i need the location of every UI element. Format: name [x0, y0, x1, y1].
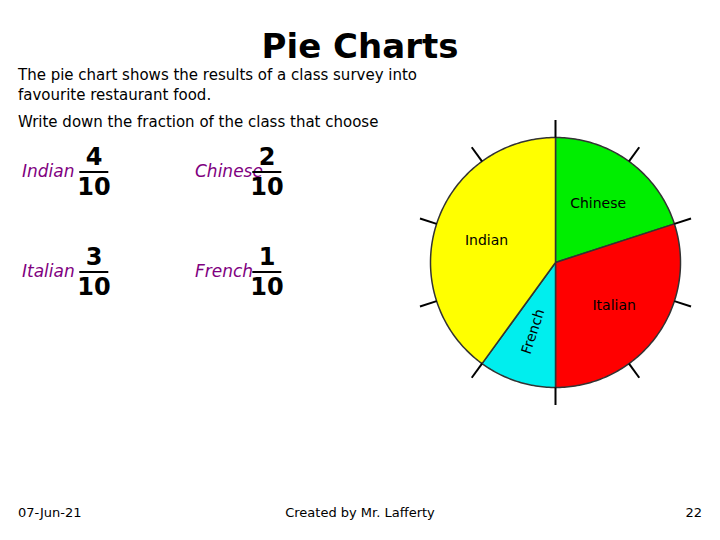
svg-text:French: French	[518, 307, 548, 356]
html-text:Chinese: Chinese	[195, 161, 263, 181]
html-text:French 1: French 1	[195, 243, 276, 281]
html-text:2: 2	[258, 143, 276, 171]
svg-text:Indian: Indian	[465, 232, 508, 248]
html-text:3: 3	[85, 243, 103, 271]
html-text:The pie chart shows the result: The pie chart shows the results of a cla…	[18, 66, 417, 84]
html-text:Italian: Italian	[22, 261, 75, 281]
html-text:07-Jun-21: 07-Jun-21	[18, 505, 82, 520]
html-text:Created by Mr. Lafferty: Created by Mr. Lafferty	[285, 505, 435, 520]
html-text:Pie Charts: Pie Charts	[261, 26, 459, 66]
svg-text:Chinese: Chinese	[570, 195, 626, 211]
html-text:Write down the fraction of the: Write down the fraction of the class tha…	[18, 113, 379, 131]
html-text:Indian: Indian	[22, 161, 75, 181]
html-text:favourite restaurant food.: favourite restaurant food.	[18, 86, 212, 104]
html-text:10: 10	[77, 173, 111, 201]
html-text:10: 10	[77, 273, 111, 301]
svg-text:Italian: Italian	[592, 297, 635, 313]
html-text:4: 4	[85, 143, 103, 171]
html-text:22: 22	[685, 505, 702, 520]
html-text:10: 10	[250, 173, 284, 201]
html-text:10: 10	[250, 273, 284, 301]
